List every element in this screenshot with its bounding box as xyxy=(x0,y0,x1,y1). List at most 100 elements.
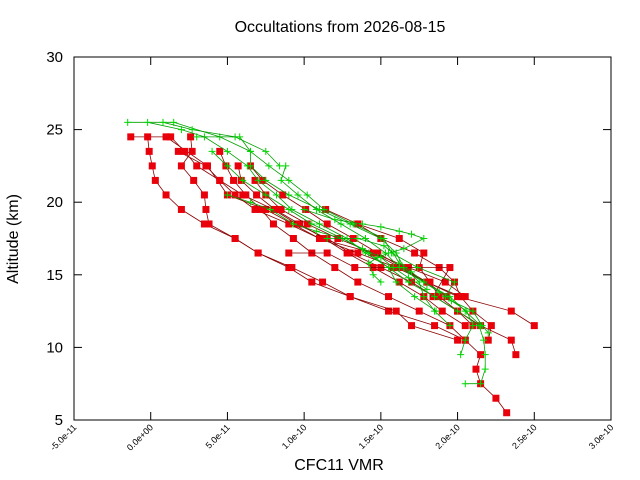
data-point xyxy=(461,307,469,315)
data-point xyxy=(441,278,449,286)
data-point xyxy=(200,220,208,228)
profile-line xyxy=(288,252,451,297)
data-point xyxy=(461,336,469,344)
data-point xyxy=(331,216,339,224)
data-point xyxy=(190,176,198,184)
profile-line xyxy=(327,238,489,334)
data-point xyxy=(262,191,270,199)
data-point xyxy=(507,307,515,315)
data-point xyxy=(188,147,196,155)
data-point xyxy=(202,162,210,170)
data-point xyxy=(285,191,293,199)
data-point xyxy=(420,235,428,242)
data-point xyxy=(408,230,416,238)
data-point xyxy=(144,118,152,126)
data-point xyxy=(385,307,393,315)
data-point xyxy=(389,249,397,257)
data-point xyxy=(331,264,339,272)
data-point xyxy=(277,176,285,184)
data-point xyxy=(395,227,403,235)
data-point xyxy=(193,133,201,141)
red-profile-series xyxy=(177,133,462,344)
data-point xyxy=(446,264,454,272)
data-point xyxy=(262,176,270,184)
data-point xyxy=(124,118,132,126)
data-point xyxy=(285,220,293,228)
data-point xyxy=(193,162,201,170)
data-point xyxy=(400,264,408,272)
data-point xyxy=(454,336,462,344)
data-point xyxy=(262,205,270,213)
data-point xyxy=(414,264,422,272)
data-point xyxy=(457,293,465,301)
data-point xyxy=(395,235,403,242)
profile-line xyxy=(211,151,437,312)
data-point xyxy=(411,249,419,257)
data-point xyxy=(343,249,351,257)
data-point xyxy=(389,264,397,272)
data-point xyxy=(323,249,331,257)
data-point xyxy=(239,176,247,184)
data-point xyxy=(285,205,293,213)
data-point xyxy=(231,191,239,199)
data-point xyxy=(174,147,182,155)
data-point xyxy=(216,147,224,155)
data-point xyxy=(487,322,495,330)
data-point xyxy=(200,191,208,199)
data-point xyxy=(223,162,231,170)
data-point xyxy=(432,307,440,315)
data-point xyxy=(354,220,362,228)
data-point xyxy=(312,227,320,235)
data-point xyxy=(481,351,489,359)
data-point xyxy=(246,147,254,155)
data-point xyxy=(435,288,443,296)
data-point xyxy=(273,191,281,199)
series-layer xyxy=(124,118,538,417)
data-point xyxy=(167,133,175,141)
data-point xyxy=(251,205,259,213)
data-point xyxy=(420,293,428,301)
data-point xyxy=(469,322,477,330)
data-point xyxy=(236,133,244,141)
data-point xyxy=(223,147,231,155)
data-point xyxy=(315,235,323,242)
data-point xyxy=(358,245,366,253)
data-point xyxy=(254,176,262,184)
data-point xyxy=(205,220,213,228)
data-point xyxy=(426,278,434,286)
green-profile-series xyxy=(208,147,440,315)
data-point xyxy=(162,191,170,199)
data-point xyxy=(300,205,308,213)
data-point xyxy=(451,278,459,286)
data-point xyxy=(411,293,419,301)
data-point xyxy=(377,223,385,231)
data-point xyxy=(446,293,454,301)
data-point xyxy=(478,322,486,330)
data-point xyxy=(289,220,297,228)
data-point xyxy=(308,220,316,228)
data-point xyxy=(282,162,290,170)
data-point xyxy=(461,380,469,388)
data-point xyxy=(223,191,231,199)
data-point xyxy=(315,205,323,213)
data-point xyxy=(423,285,431,293)
data-point xyxy=(279,191,287,199)
data-point xyxy=(358,220,366,228)
data-point xyxy=(319,278,327,286)
data-point xyxy=(472,365,480,373)
data-point xyxy=(484,336,492,344)
x-axis-label: CFC11 VMR xyxy=(294,457,384,474)
data-point xyxy=(512,351,520,359)
data-point xyxy=(408,268,416,276)
data-point xyxy=(294,191,302,199)
data-point xyxy=(145,147,153,155)
data-point xyxy=(246,162,254,170)
data-point xyxy=(369,271,377,279)
data-point xyxy=(454,307,462,315)
data-point xyxy=(484,329,492,337)
data-point xyxy=(435,293,443,301)
data-point xyxy=(337,220,345,228)
data-point xyxy=(446,322,454,330)
data-point xyxy=(477,351,485,359)
